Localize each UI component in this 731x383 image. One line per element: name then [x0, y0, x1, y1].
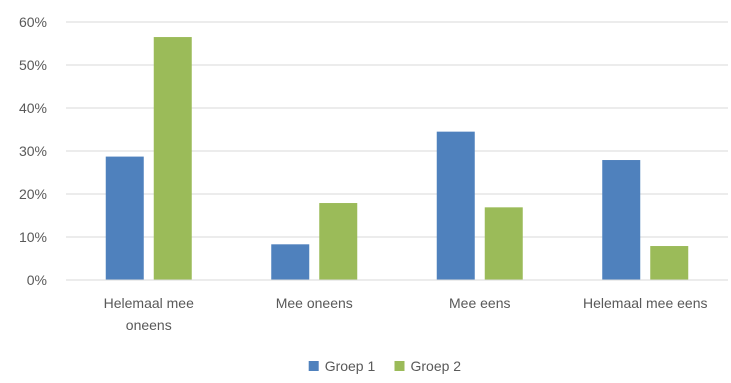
- bar-groep-1: [271, 244, 310, 280]
- x-category-label: Helemaal mee eens: [583, 295, 708, 311]
- bar-groep-2: [319, 203, 358, 280]
- y-tick-label: 10%: [19, 229, 47, 245]
- bar-groep-2: [153, 37, 192, 280]
- y-tick-label: 30%: [19, 143, 47, 159]
- y-tick-label: 50%: [19, 57, 47, 73]
- bar-groep-1: [602, 160, 641, 280]
- legend-swatch: [308, 361, 319, 371]
- bar-groep-2: [650, 246, 689, 280]
- legend-label: Groep 1: [325, 358, 376, 374]
- bar-groep-2: [484, 207, 523, 280]
- bar-groep-1: [105, 156, 144, 280]
- legend-swatch: [394, 361, 405, 371]
- legend-label: Groep 2: [411, 358, 462, 374]
- bar-groep-1: [436, 131, 475, 280]
- x-category-label: Helemaal mee: [104, 295, 194, 311]
- y-tick-label: 20%: [19, 186, 47, 202]
- y-tick-label: 0%: [27, 272, 47, 288]
- x-category-label: Mee oneens: [276, 295, 353, 311]
- x-category-label: Mee eens: [449, 295, 510, 311]
- y-tick-label: 60%: [19, 14, 47, 30]
- x-category-label: oneens: [126, 317, 172, 333]
- y-tick-label: 40%: [19, 100, 47, 116]
